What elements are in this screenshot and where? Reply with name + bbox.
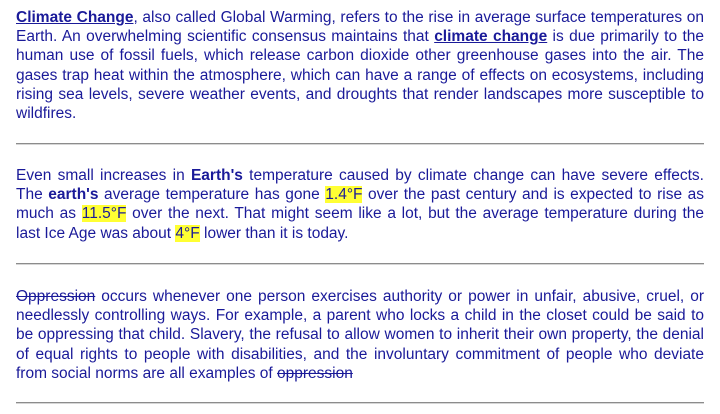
paragraph-text: over the past century and is expected to… xyxy=(16,186,704,223)
paragraph-temperature: Even small increases in Earth's temperat… xyxy=(16,166,704,243)
climate-change-link[interactable]: Climate Change xyxy=(16,9,134,26)
strikethrough-term: Oppression xyxy=(16,288,96,305)
divider xyxy=(16,143,704,145)
paragraph-text: Even small increases in xyxy=(16,167,191,184)
highlight-value: 1.4°F xyxy=(325,186,363,204)
divider xyxy=(16,402,704,404)
paragraph-text: is due primarily to the human use of fos… xyxy=(16,28,704,123)
paragraph-text: temperature caused by climate change can… xyxy=(16,167,704,204)
bold-term-earths: Earth's xyxy=(190,167,243,184)
highlight-value: 11.5°F xyxy=(81,205,127,223)
highlight-value: 4°F xyxy=(175,224,200,242)
paragraph-text: occurs whenever one person exercises aut… xyxy=(16,288,704,382)
divider xyxy=(16,263,704,265)
strikethrough-term: oppression xyxy=(277,364,353,382)
paragraph-climate-change: Climate Change, also called Global Warmi… xyxy=(16,8,704,123)
paragraph-text: over the next. That might seem like a lo… xyxy=(16,205,704,242)
bold-term-earths-lower: earth's xyxy=(48,186,99,204)
climate-change-link-inline[interactable]: climate change xyxy=(434,28,548,46)
paragraph-oppression: Oppression occurs whenever one person ex… xyxy=(16,287,704,383)
paragraph-text: lower than it is today. xyxy=(199,224,349,242)
paragraph-text: average temperature has gone xyxy=(98,186,326,204)
paragraph-text: , also called Global Warming, refers to … xyxy=(16,9,704,46)
